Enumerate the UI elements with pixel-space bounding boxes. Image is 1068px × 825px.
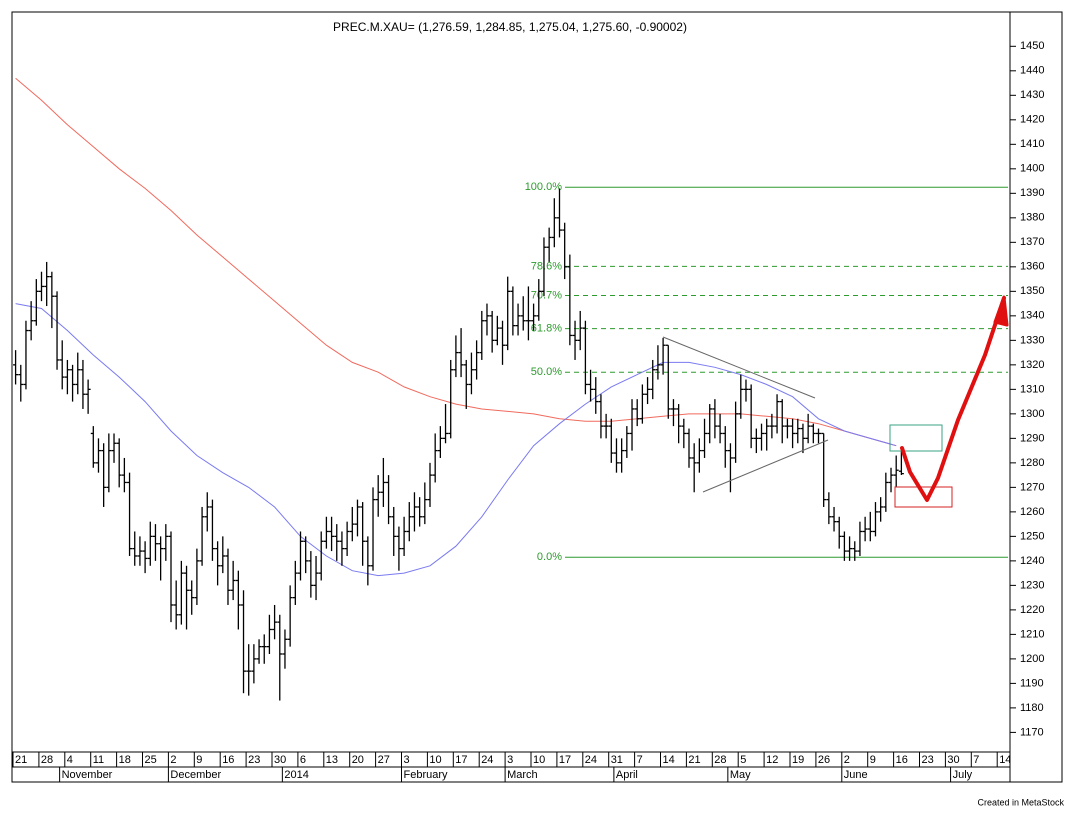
trend-line [662, 336, 816, 399]
fib-label: 70.7% [531, 289, 562, 301]
y-tick-label: 1360 [1020, 261, 1044, 273]
y-tick-label: 1430 [1020, 89, 1044, 101]
annotations [662, 295, 1009, 508]
y-tick-label: 1380 [1020, 212, 1044, 224]
month-label: April [616, 769, 638, 781]
y-tick-label: 1440 [1020, 65, 1044, 77]
y-tick-label: 1320 [1020, 359, 1044, 371]
y-tick-label: 1170 [1020, 726, 1044, 738]
x-tick-label: 12 [766, 754, 778, 766]
month-label: 2014 [284, 769, 308, 781]
y-tick-label: 1230 [1020, 579, 1044, 591]
support-box [894, 486, 953, 508]
projection-arrow [900, 296, 1006, 502]
y-tick-label: 1260 [1020, 506, 1044, 518]
x-tick-label: 20 [352, 754, 364, 766]
x-tick-label: 16 [896, 754, 908, 766]
month-label: July [953, 769, 973, 781]
x-tick-label: 30 [274, 754, 286, 766]
x-tick-label: 25 [145, 754, 157, 766]
x-tick-label: 5 [740, 754, 746, 766]
y-tick-label: 1240 [1020, 555, 1044, 567]
y-tick-label: 1250 [1020, 530, 1044, 542]
month-label: May [730, 769, 751, 781]
y-tick-label: 1370 [1020, 236, 1044, 248]
y-tick-label: 1420 [1020, 114, 1044, 126]
x-axis: 21 28 4 11 18 25 2 9 16 23 30 6 13 20 27 3 10 17 24 3 10 17 24… [12, 752, 1011, 782]
moving-average [15, 303, 897, 577]
x-tick-label: 10 [533, 754, 545, 766]
y-tick-label: 1410 [1020, 138, 1044, 150]
x-tick-label: 13 [326, 754, 338, 766]
month-label: November [62, 769, 113, 781]
month-label: December [170, 769, 221, 781]
arrow-head [993, 295, 1009, 327]
footer: Created in MetaStock [977, 797, 1064, 807]
x-tick-label: 23 [922, 754, 934, 766]
x-tick-label: 27 [378, 754, 390, 766]
x-tick-label: 2 [844, 754, 850, 766]
x-tick-label: 3 [404, 754, 410, 766]
x-tick-label: 2 [170, 754, 176, 766]
y-tick-label: 1400 [1020, 163, 1044, 175]
x-tick-label: 9 [870, 754, 876, 766]
y-tick-label: 1190 [1020, 677, 1044, 689]
month-label: June [844, 769, 868, 781]
y-tick-label: 1220 [1020, 604, 1044, 616]
y-tick-label: 1180 [1020, 702, 1044, 714]
target-box [889, 424, 943, 452]
y-tick-label: 1350 [1020, 285, 1044, 297]
fib-label: 50.0% [531, 366, 562, 378]
x-tick-label: 7 [637, 754, 643, 766]
x-tick-label: 31 [611, 754, 623, 766]
plot-area: 100.0% 78.6% 70.7% 61.8% 50.0% 0.0% [13, 77, 1008, 701]
x-tick-label: 9 [196, 754, 202, 766]
fib-label: 78.6% [531, 260, 562, 272]
x-tick-label: 7 [973, 754, 979, 766]
x-tick-label: 14 [663, 754, 675, 766]
x-tick-label: 28 [714, 754, 726, 766]
x-tick-label: 21 [688, 754, 700, 766]
x-tick-label: 28 [41, 754, 53, 766]
y-tick-label: 1310 [1020, 383, 1044, 395]
x-tick-label: 17 [559, 754, 571, 766]
x-tick-label: 3 [507, 754, 513, 766]
fib-label: 61.8% [531, 322, 562, 334]
x-tick-label: 16 [222, 754, 234, 766]
trend-line [702, 439, 829, 493]
x-tick-label: 10 [429, 754, 441, 766]
x-tick-label: 21 [15, 754, 27, 766]
moving-average [15, 77, 897, 447]
y-tick-label: 1390 [1020, 187, 1044, 199]
x-tick-label: 4 [67, 754, 73, 766]
y-tick-label: 1450 [1020, 40, 1044, 52]
y-tick-label: 1300 [1020, 408, 1044, 420]
y-tick-label: 1280 [1020, 457, 1044, 469]
x-tick-label: 26 [818, 754, 830, 766]
x-tick-label: 30 [947, 754, 959, 766]
fib-label: 0.0% [537, 551, 562, 563]
y-tick-label: 1210 [1020, 628, 1044, 640]
month-label: February [404, 769, 449, 781]
fib-label: 100.0% [525, 181, 563, 193]
frame [11, 11, 1063, 783]
month-label: March [507, 769, 538, 781]
y-tick-label: 1330 [1020, 334, 1044, 346]
x-tick-label: 11 [93, 754, 104, 766]
chart-title: PREC.M.XAU= (1,276.59, 1,284.85, 1,275.0… [333, 20, 687, 34]
x-tick-label: 24 [585, 754, 597, 766]
x-tick-label: 6 [300, 754, 306, 766]
y-tick-label: 1340 [1020, 310, 1044, 322]
y-tick-label: 1270 [1020, 481, 1044, 493]
x-tick-label: 23 [248, 754, 260, 766]
y-tick-label: 1200 [1020, 653, 1044, 665]
x-tick-label: 14 [999, 754, 1011, 766]
x-tick-label: 24 [481, 754, 493, 766]
x-tick-label: 19 [792, 754, 804, 766]
y-tick-label: 1290 [1020, 432, 1044, 444]
x-tick-label: 17 [455, 754, 467, 766]
x-tick-label: 18 [119, 754, 131, 766]
